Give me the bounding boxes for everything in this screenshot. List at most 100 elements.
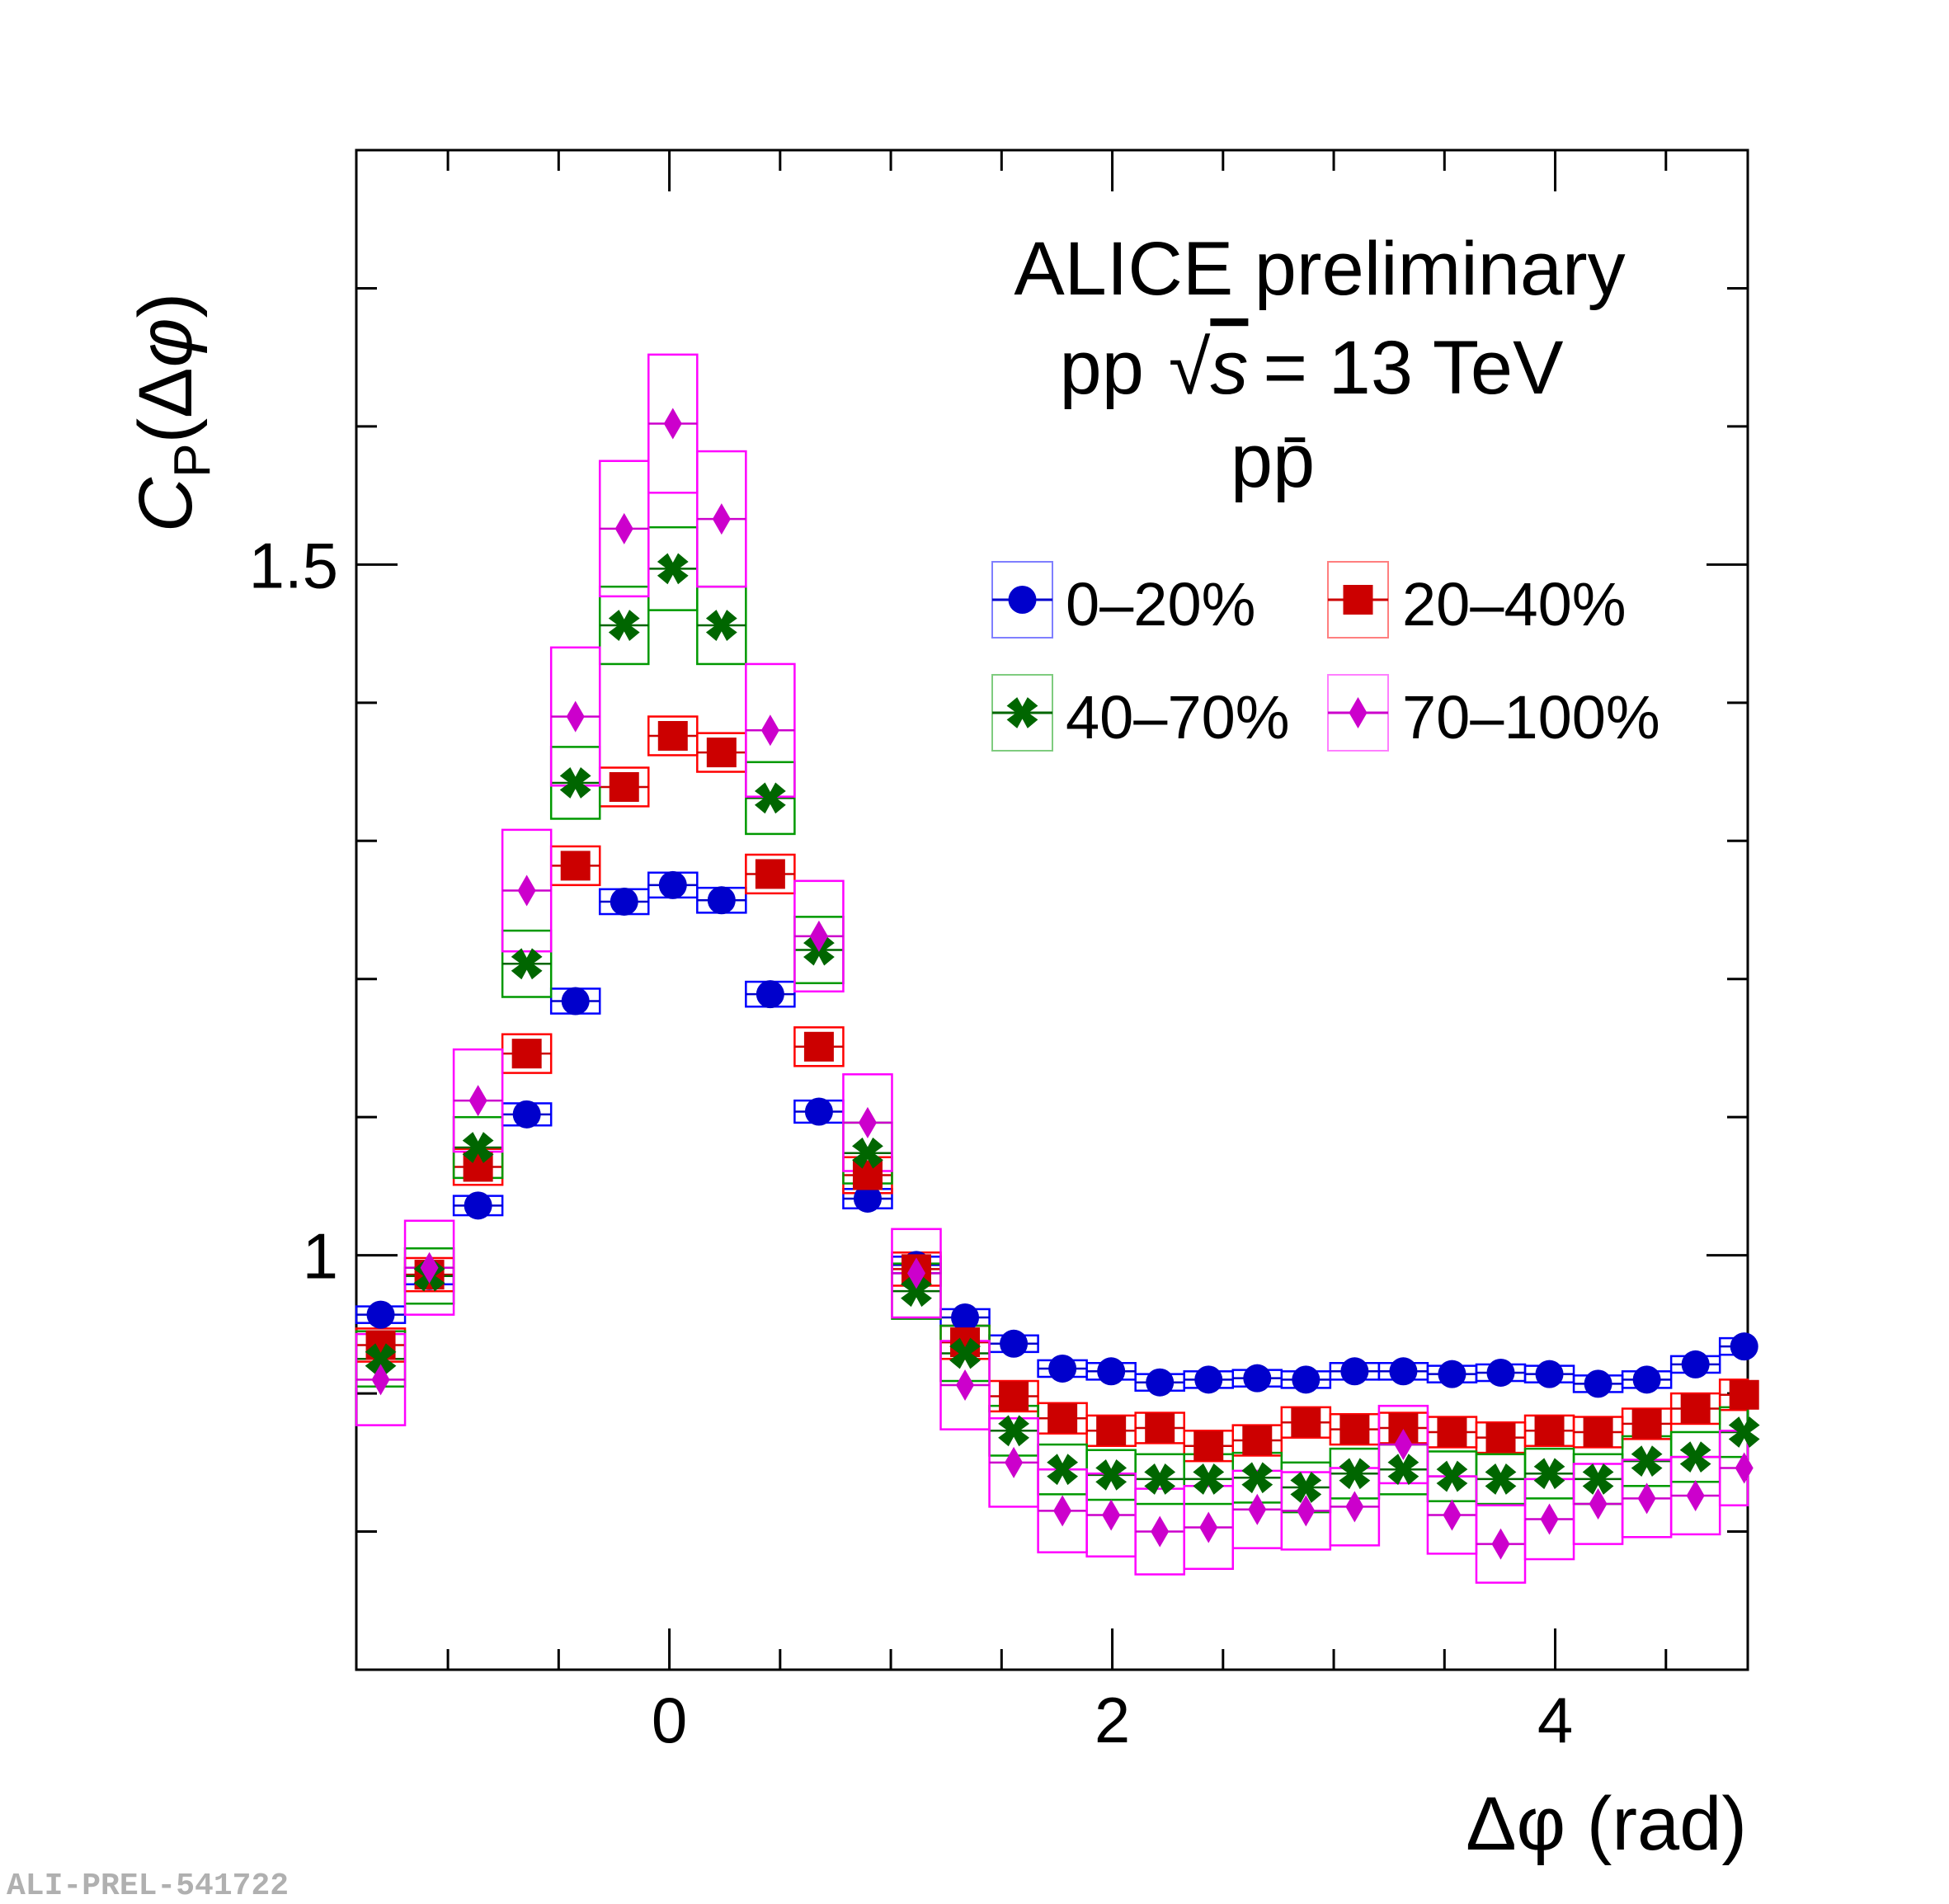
point-s0 bbox=[1194, 1365, 1223, 1394]
plot-frame bbox=[355, 148, 1749, 1671]
point-s3 bbox=[1394, 1429, 1413, 1461]
point-s1 bbox=[755, 859, 785, 889]
point-s1 bbox=[1485, 1422, 1516, 1453]
point-s3 bbox=[1345, 1491, 1364, 1523]
point-s3 bbox=[1102, 1499, 1121, 1531]
legend-marker-shape bbox=[1343, 585, 1373, 615]
point-s0 bbox=[610, 887, 638, 916]
point-s0 bbox=[1730, 1332, 1758, 1361]
point-s1 bbox=[1047, 1403, 1078, 1434]
legend-label-0: 0–20% bbox=[1066, 570, 1255, 639]
y-title-sub: P bbox=[164, 443, 221, 477]
legend-entry-1: 20–40% bbox=[1327, 561, 1627, 639]
x-tick-label: 2 bbox=[1095, 1684, 1130, 1756]
point-s2 bbox=[705, 610, 737, 641]
point-s3 bbox=[614, 512, 633, 544]
y-title-close: ) bbox=[124, 293, 208, 318]
point-s1 bbox=[803, 1031, 834, 1062]
point-s3 bbox=[663, 408, 682, 440]
legend-label-1: 20–40% bbox=[1402, 570, 1627, 639]
point-s3 bbox=[1053, 1495, 1072, 1527]
point-s0 bbox=[1486, 1358, 1515, 1387]
legend-marker-2 bbox=[1006, 697, 1038, 728]
systematic-boxes bbox=[355, 353, 1749, 1584]
point-s3 bbox=[1199, 1511, 1218, 1543]
x-axis-title: Δφ (rad) bbox=[1466, 1782, 1747, 1866]
annotation-sqrt-sign: √ bbox=[1169, 326, 1211, 410]
point-s2 bbox=[1387, 1454, 1419, 1486]
point-s3 bbox=[1637, 1482, 1656, 1515]
point-s2 bbox=[462, 1132, 494, 1163]
point-s0 bbox=[1681, 1350, 1710, 1379]
watermark: ALI-PREL-541722 bbox=[7, 1869, 289, 1904]
point-s1 bbox=[560, 851, 591, 881]
point-s0 bbox=[1389, 1357, 1418, 1386]
point-s1 bbox=[1631, 1408, 1662, 1439]
point-s1 bbox=[1193, 1430, 1224, 1461]
axis-ticks bbox=[356, 148, 1748, 1671]
x-tick-label: 0 bbox=[652, 1684, 687, 1756]
point-s3 bbox=[1735, 1452, 1754, 1484]
point-s0 bbox=[464, 1191, 492, 1220]
point-s2 bbox=[754, 782, 786, 814]
point-s0 bbox=[366, 1300, 395, 1329]
point-s1 bbox=[1339, 1414, 1370, 1444]
point-s3 bbox=[809, 920, 828, 952]
point-s3 bbox=[906, 1257, 925, 1289]
point-s0 bbox=[1000, 1329, 1029, 1358]
point-s3 bbox=[1443, 1499, 1462, 1531]
point-s2 bbox=[1095, 1459, 1128, 1491]
point-s3 bbox=[858, 1106, 877, 1138]
annotation-energy: pp √s = 13 TeV bbox=[1060, 326, 1564, 410]
annotation-energy-pp: pp bbox=[1060, 326, 1144, 410]
point-s3 bbox=[517, 874, 536, 907]
point-s3 bbox=[1248, 1493, 1267, 1525]
point-s3 bbox=[956, 1369, 975, 1402]
point-s2 bbox=[559, 767, 591, 799]
point-s1 bbox=[1680, 1393, 1711, 1424]
x-tick-label: 4 bbox=[1537, 1684, 1573, 1756]
legend-marker-0 bbox=[1008, 586, 1037, 614]
point-s3 bbox=[760, 714, 779, 747]
point-s3 bbox=[371, 1364, 390, 1396]
legend-label-2: 40–70% bbox=[1066, 683, 1290, 752]
y-title-open: (Δ bbox=[124, 367, 208, 443]
point-s0 bbox=[658, 870, 687, 899]
point-s2 bbox=[1631, 1445, 1663, 1477]
point-s0 bbox=[1340, 1357, 1369, 1386]
point-s0 bbox=[1535, 1360, 1564, 1388]
point-s3 bbox=[1491, 1528, 1510, 1560]
point-s2 bbox=[1144, 1463, 1176, 1495]
point-s0 bbox=[951, 1303, 980, 1331]
y-title-c: C bbox=[124, 477, 208, 532]
y-tick-label: 1.5 bbox=[249, 529, 338, 601]
point-s3 bbox=[468, 1085, 487, 1117]
point-s2 bbox=[1679, 1441, 1711, 1473]
legend-marker-shape bbox=[1349, 697, 1368, 728]
legend-marker-3 bbox=[1349, 697, 1368, 728]
annotation-energy-s: s bbox=[1210, 326, 1248, 410]
point-s1 bbox=[609, 771, 639, 802]
point-s0 bbox=[707, 886, 736, 915]
point-s1 bbox=[1437, 1416, 1467, 1447]
point-s2 bbox=[1533, 1458, 1565, 1490]
legend-entry-0: 0–20% bbox=[991, 561, 1255, 639]
point-s2 bbox=[1728, 1416, 1760, 1448]
legend-marker-shape bbox=[1008, 586, 1037, 614]
y-axis-title-text: CP(Δφ) bbox=[124, 293, 221, 533]
point-s0 bbox=[1146, 1368, 1175, 1397]
point-s2 bbox=[998, 1415, 1029, 1447]
point-s2 bbox=[1193, 1463, 1225, 1495]
point-s1 bbox=[1583, 1416, 1613, 1447]
point-s3 bbox=[712, 503, 731, 535]
point-s0 bbox=[1632, 1365, 1661, 1394]
point-s2 bbox=[1339, 1458, 1371, 1490]
point-s2 bbox=[901, 1275, 932, 1308]
point-s1 bbox=[1534, 1416, 1565, 1446]
point-s1 bbox=[706, 738, 737, 768]
point-s0 bbox=[1097, 1357, 1126, 1386]
point-s1 bbox=[852, 1160, 883, 1190]
point-s2 bbox=[511, 948, 543, 980]
annotation-collaboration: ALICE preliminary bbox=[1014, 227, 1625, 311]
legend-marker-1 bbox=[1343, 585, 1373, 615]
